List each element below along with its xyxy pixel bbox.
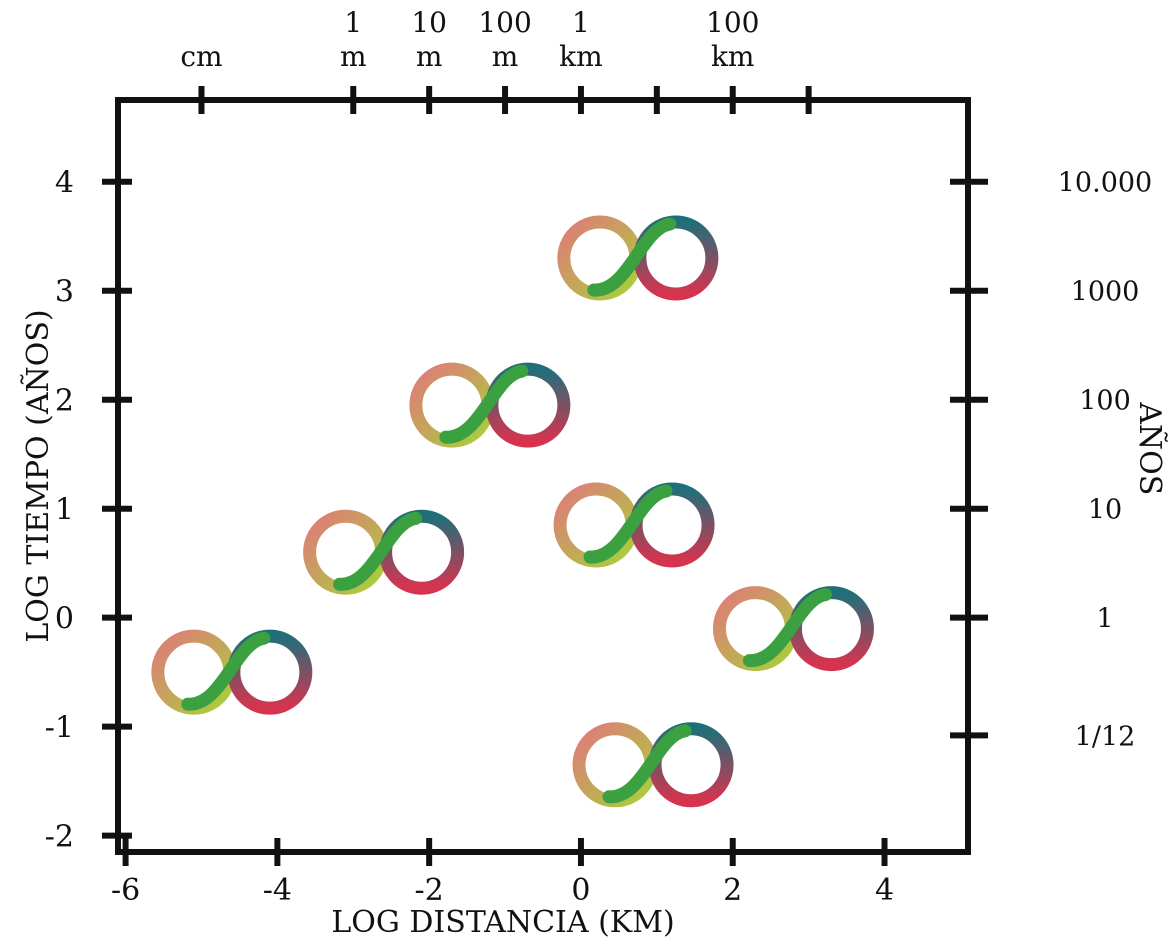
y-axis-label: LOG TIEMPO (AÑOS) <box>20 309 56 642</box>
y-tick-label: 1 <box>55 493 74 528</box>
infinity-crossing <box>439 364 529 444</box>
data-points <box>151 215 874 808</box>
infinity-crossing <box>181 631 271 711</box>
right-tick-label: 1 <box>1096 604 1113 635</box>
infinity-marker <box>557 215 719 301</box>
top-tick-label: km <box>559 40 603 73</box>
right-tick-label: 1/12 <box>1075 721 1136 752</box>
top-tick-label: cm <box>180 40 222 73</box>
top-tick-label: 100 <box>478 6 531 39</box>
y-tick-label: -1 <box>45 711 74 746</box>
right-tick-label: 100 <box>1079 386 1131 417</box>
infinity-crossing <box>742 588 832 668</box>
plot-frame <box>115 97 971 855</box>
y-tick-label: 0 <box>55 602 74 637</box>
y-tick-label: 2 <box>55 384 74 419</box>
x-tick-label: 0 <box>571 873 590 908</box>
infinity-crossing <box>333 511 423 591</box>
axis-labels: -6 -4 -2 0 2 4-2-101234cm1m10m100m1km100km10.… <box>20 6 1168 940</box>
x-tick-label: 4 <box>875 873 894 908</box>
top-tick-label: 100 <box>706 6 759 39</box>
axis-ticks <box>102 86 988 866</box>
y-tick-label: 3 <box>55 275 74 310</box>
infinity-crossing <box>602 724 692 804</box>
top-tick-label: km <box>711 40 755 73</box>
infinity-marker <box>553 482 715 568</box>
top-tick-label: m <box>340 40 367 73</box>
top-tick-label: 10 <box>411 6 447 39</box>
right-tick-label: 1000 <box>1071 277 1140 308</box>
top-tick-label: m <box>492 40 519 73</box>
y-tick-label: 4 <box>55 166 74 201</box>
infinity-marker <box>572 722 734 808</box>
top-tick-label: m <box>416 40 443 73</box>
right-axis-label: AÑOS <box>1132 401 1168 495</box>
right-tick-label: 10 <box>1088 495 1122 526</box>
x-tick-label: -6 <box>111 873 140 908</box>
y-tick-label: -2 <box>45 820 74 855</box>
top-tick-label: 1 <box>572 6 590 39</box>
x-tick-label: 2 <box>723 873 742 908</box>
right-tick-label: 10.000 <box>1058 168 1152 199</box>
infinity-marker <box>409 362 571 448</box>
x-tick-label: -4 <box>263 873 292 908</box>
x-axis-label: LOG DISTANCIA (KM) <box>331 905 674 940</box>
infinity-marker <box>303 509 465 595</box>
plot-border <box>115 97 971 855</box>
infinity-crossing <box>587 217 677 297</box>
x-tick-label: -2 <box>415 873 444 908</box>
infinity-crossing <box>583 484 673 564</box>
infinity-marker <box>151 629 313 715</box>
infinity-marker <box>712 586 874 672</box>
top-tick-label: 1 <box>344 6 362 39</box>
